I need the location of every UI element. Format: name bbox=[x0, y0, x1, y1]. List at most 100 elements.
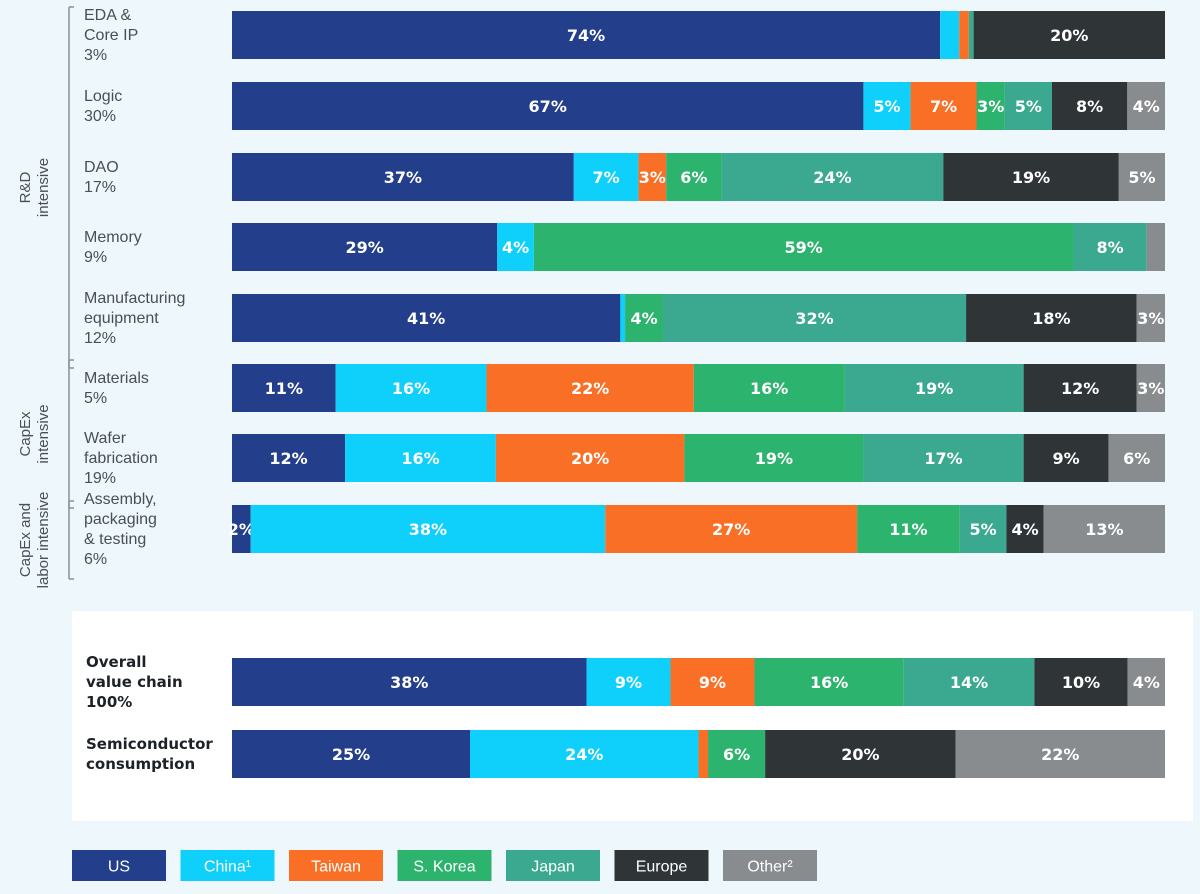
segment-value-label: 67% bbox=[529, 97, 567, 116]
segment-other bbox=[1043, 505, 1165, 553]
segment-europe bbox=[943, 153, 1119, 201]
segment-us bbox=[232, 505, 251, 553]
segment-value-label: 9% bbox=[615, 673, 642, 692]
segment-value-label: 5% bbox=[1015, 97, 1042, 116]
legend-swatch bbox=[506, 850, 600, 881]
segment-value-label: 16% bbox=[750, 379, 788, 398]
legend-swatch bbox=[723, 850, 817, 881]
segment-china bbox=[345, 434, 496, 482]
legend-label: US bbox=[108, 859, 130, 876]
legend-swatch bbox=[72, 850, 166, 881]
segment-value-label: 17% bbox=[924, 449, 962, 468]
row-label-2: DAO 17% bbox=[84, 159, 119, 196]
segment-china bbox=[586, 658, 671, 706]
segment-japan bbox=[903, 658, 1035, 706]
segment-other bbox=[1127, 658, 1165, 706]
segment-value-label: 38% bbox=[409, 520, 447, 539]
segment-value-label: 18% bbox=[1032, 309, 1070, 328]
segment-taiwan bbox=[910, 82, 977, 130]
row-label-4: Manufacturing equipment 12% bbox=[84, 290, 185, 347]
row-label-6: Wafer fabrication 19% bbox=[84, 430, 158, 487]
legend-swatch bbox=[289, 850, 383, 881]
legend: US China¹ Taiwan S. Korea Japan Europe Other² bbox=[72, 850, 817, 881]
legend-label: S. Korea bbox=[413, 859, 475, 876]
segment-value-label: 5% bbox=[969, 520, 996, 539]
segment-value-label: 5% bbox=[873, 97, 900, 116]
segment-taiwan bbox=[698, 730, 709, 778]
legend-swatch bbox=[397, 850, 492, 881]
segment-value-label: 4% bbox=[1133, 97, 1160, 116]
segment-value-label: 25% bbox=[332, 745, 370, 764]
segment-europe bbox=[765, 730, 956, 778]
row-label-5: Materials 5% bbox=[84, 370, 149, 407]
segment-japan bbox=[844, 364, 1024, 412]
legend-label: Europe bbox=[636, 859, 688, 876]
segment-us bbox=[232, 82, 864, 130]
legend-item: Japan bbox=[506, 850, 600, 881]
total-label-1: Semiconductor consumption bbox=[86, 735, 213, 773]
segment-value-label: 20% bbox=[841, 745, 879, 764]
segment-japan bbox=[863, 434, 1024, 482]
total-bar-1: 25% 24% 6% 20% 22% bbox=[232, 730, 1165, 778]
segment-value-label: 12% bbox=[269, 449, 307, 468]
segment-value-label: 4% bbox=[1011, 520, 1038, 539]
segment-value-label: 19% bbox=[915, 379, 953, 398]
segment-s.korea bbox=[666, 153, 722, 201]
segment-taiwan bbox=[605, 505, 858, 553]
segment-us bbox=[232, 294, 621, 342]
row-bar-5: 11% 16% 22% 16% 19% 12% 3% bbox=[232, 364, 1165, 412]
segment-value-label: 2% bbox=[228, 520, 255, 539]
group-1: CapExintensive bbox=[17, 359, 74, 509]
legend-label: Taiwan bbox=[311, 859, 361, 876]
segment-japan bbox=[721, 153, 944, 201]
segment-value-label: 3% bbox=[977, 97, 1004, 116]
legend-label: Japan bbox=[531, 859, 575, 876]
legend-item: S. Korea bbox=[397, 850, 492, 881]
segment-value-label: 20% bbox=[571, 449, 609, 468]
segment-value-label: 8% bbox=[1097, 238, 1124, 257]
group-label: CapExintensive bbox=[17, 404, 52, 463]
segment-value-label: 74% bbox=[567, 26, 605, 45]
segment-value-label: 59% bbox=[785, 238, 823, 257]
segment-value-label: 10% bbox=[1062, 673, 1100, 692]
segment-value-label: 16% bbox=[401, 449, 439, 468]
segment-us bbox=[232, 223, 498, 271]
segment-value-label: 6% bbox=[723, 745, 750, 764]
segment-value-label: 38% bbox=[390, 673, 428, 692]
segment-china bbox=[573, 153, 639, 201]
segment-europe bbox=[1023, 434, 1109, 482]
segment-china bbox=[620, 294, 626, 342]
segment-japan bbox=[662, 294, 967, 342]
legend-label: China¹ bbox=[204, 859, 251, 876]
row-bar-4: 41% 4% 32% 18% 3% bbox=[232, 294, 1165, 342]
segment-other bbox=[1118, 153, 1165, 201]
segment-other bbox=[1136, 294, 1165, 342]
segment-value-label: 11% bbox=[889, 520, 927, 539]
group-label: R&Dintensive bbox=[17, 158, 52, 217]
segment-value-label: 20% bbox=[1050, 26, 1088, 45]
segment-value-label: 5% bbox=[1128, 168, 1155, 187]
segment-taiwan bbox=[638, 153, 667, 201]
legend-item: Taiwan bbox=[289, 850, 383, 881]
segment-europe bbox=[966, 294, 1137, 342]
segment-other bbox=[1108, 434, 1165, 482]
segment-taiwan bbox=[486, 364, 694, 412]
segment-china bbox=[335, 364, 487, 412]
segment-china bbox=[470, 730, 699, 778]
segment-value-label: 6% bbox=[680, 168, 707, 187]
segment-value-label: 13% bbox=[1085, 520, 1123, 539]
row-label-7: Assembly, packaging & testing 6% bbox=[84, 491, 157, 568]
segment-value-label: 16% bbox=[810, 673, 848, 692]
row-bar-7: 2% 38% 27% 11% 5% 4% 13% bbox=[228, 505, 1165, 553]
row-bar-0: 74% 20% bbox=[232, 11, 1165, 59]
row-label-3: Memory 9% bbox=[84, 229, 142, 266]
legend-item: US bbox=[72, 850, 166, 881]
segment-s.korea bbox=[976, 82, 1005, 130]
segment-us bbox=[232, 434, 346, 482]
segment-value-label: 27% bbox=[712, 520, 750, 539]
row-bar-6: 12% 16% 20% 19% 17% 9% 6% bbox=[232, 434, 1165, 482]
legend-item: China¹ bbox=[180, 850, 275, 881]
segment-us bbox=[232, 153, 574, 201]
legend-swatch bbox=[614, 850, 709, 881]
segment-other bbox=[1136, 364, 1165, 412]
